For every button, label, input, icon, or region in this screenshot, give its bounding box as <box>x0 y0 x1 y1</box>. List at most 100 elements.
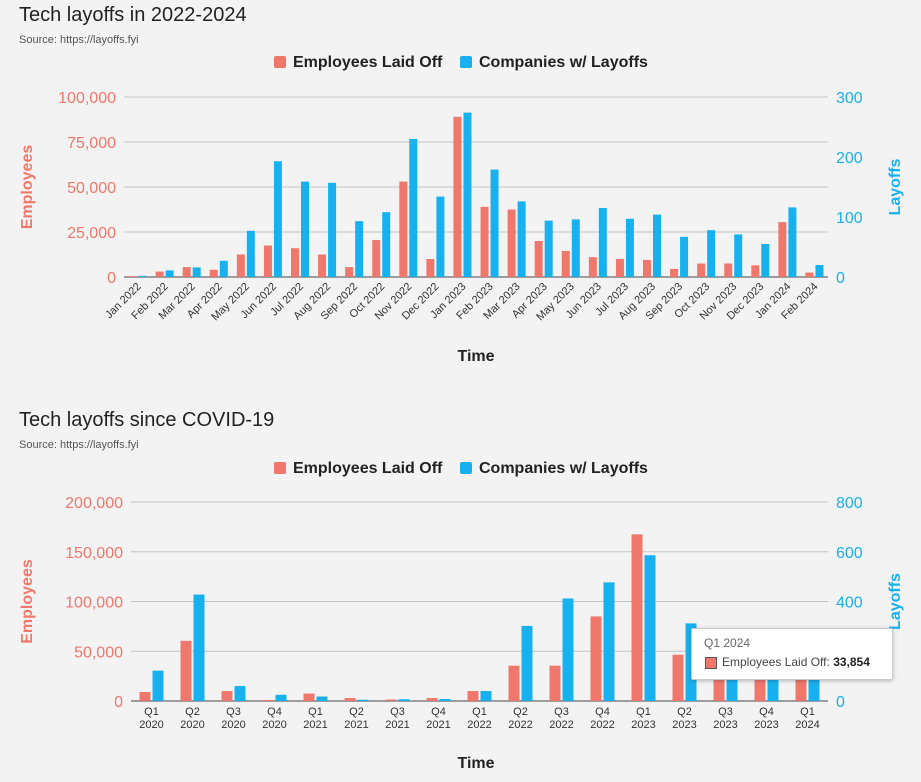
legend-label-companies: Companies w/ Layoffs <box>479 54 648 71</box>
chart-title: Tech layoffs since COVID-19 <box>19 409 275 431</box>
bar-employees <box>399 181 408 277</box>
bar-employees <box>426 259 435 277</box>
bar-employees <box>590 616 602 701</box>
bar-companies <box>436 196 445 277</box>
legend-swatch-companies <box>460 462 472 474</box>
bar-companies <box>357 699 369 701</box>
bar-companies <box>409 139 418 277</box>
bar-employees <box>345 267 354 277</box>
bar-employees <box>508 665 520 701</box>
x-axis-title: Time <box>457 755 494 772</box>
x-tick-label: Q2 <box>349 706 364 718</box>
chart-title: Tech layoffs in 2022-2024 <box>19 4 247 26</box>
y-tick-label-right: 200 <box>836 150 863 167</box>
y-tick-label-left: 75,000 <box>67 135 116 152</box>
x-tick-label: Q1 <box>308 706 323 718</box>
y-tick-label-left: 100,000 <box>58 90 116 107</box>
y-tick-label-right: 600 <box>836 545 863 562</box>
y-tick-label-left: 100,000 <box>65 595 123 612</box>
chart-source: Source: https://layoffs.fyi <box>19 34 139 46</box>
x-tick-label: Q4 <box>431 706 446 718</box>
bar-employees <box>549 665 561 701</box>
bar-employees <box>778 222 787 277</box>
y-axis-title-right: Layoffs <box>887 573 904 630</box>
bar-employees <box>467 691 479 701</box>
y-tick-label-left: 50,000 <box>74 644 123 661</box>
bar-companies <box>625 218 634 277</box>
bar-companies <box>767 663 779 701</box>
y-tick-label-left: 25,000 <box>67 225 116 242</box>
bar-employees <box>670 268 679 277</box>
bar-companies <box>328 182 337 277</box>
legend-label-companies: Companies w/ Layoffs <box>479 460 648 477</box>
x-tick-label: 2023 <box>713 719 737 731</box>
legend-swatch-employees <box>274 56 286 68</box>
x-tick-label: 2020 <box>262 719 286 731</box>
chart-quarterly-layoffs: Tech layoffs since COVID-19 Source: http… <box>0 405 921 782</box>
x-tick-label: Q3 <box>226 706 241 718</box>
bar-employees <box>751 265 760 277</box>
bar-employees <box>155 271 164 277</box>
y-tick-label-left: 0 <box>114 694 123 711</box>
bar-companies <box>193 594 205 701</box>
chart-tooltip: Q1 2024 Employees Laid Off: 33,854 <box>691 628 893 680</box>
bar-companies <box>165 270 174 277</box>
bar-employees <box>754 677 766 701</box>
bar-companies <box>544 220 553 277</box>
bar-companies <box>355 221 364 277</box>
bar-companies <box>398 699 410 701</box>
bar-employees <box>236 254 245 277</box>
bar-employees <box>263 245 272 277</box>
y-tick-label-right: 400 <box>836 595 863 612</box>
y-tick-label-right: 100 <box>836 210 863 227</box>
bar-employees <box>631 534 643 701</box>
bar-companies <box>246 230 255 277</box>
x-tick-label: 2022 <box>549 719 573 731</box>
bar-employees <box>221 691 233 701</box>
bar-companies <box>562 598 574 701</box>
bar-employees <box>672 654 684 701</box>
y-axis-title-left: Employees <box>19 559 36 644</box>
bar-companies <box>788 207 797 277</box>
chart-source: Source: https://layoffs.fyi <box>19 439 139 451</box>
x-tick-label: 2022 <box>508 719 532 731</box>
x-tick-label: 2020 <box>180 719 204 731</box>
bar-companies <box>316 696 328 701</box>
bar-employees <box>507 209 516 277</box>
x-tick-label: Q1 <box>636 706 651 718</box>
bar-employees <box>303 693 315 701</box>
bar-companies <box>761 244 770 277</box>
bar-employees <box>128 276 137 277</box>
x-tick-label: Q1 <box>144 706 159 718</box>
bar-companies <box>463 112 472 277</box>
y-axis-title-left: Employees <box>19 145 36 230</box>
bar-employees <box>344 698 356 701</box>
x-tick-label: Q4 <box>759 706 774 718</box>
x-tick-label: 2022 <box>590 719 614 731</box>
bar-companies <box>273 161 282 277</box>
bar-employees <box>795 667 807 701</box>
x-tick-label: Q4 <box>267 706 282 718</box>
y-tick-label-right: 0 <box>836 270 845 287</box>
bar-companies <box>275 694 287 701</box>
x-tick-label: 2024 <box>795 719 819 731</box>
bar-companies <box>382 212 391 277</box>
bar-companies <box>680 236 689 277</box>
tooltip-title: Q1 2024 <box>704 636 751 650</box>
bar-employees <box>643 259 651 277</box>
tooltip-value: 33,854 <box>833 655 870 669</box>
x-tick-label: Q2 <box>185 706 200 718</box>
bar-companies <box>707 230 716 277</box>
bar-employees <box>372 240 381 277</box>
x-tick-label: 2023 <box>631 719 655 731</box>
bar-companies <box>521 625 533 701</box>
chart-plot-svg: 025,00050,00075,000100,0000100200300Jan … <box>19 54 904 365</box>
bar-employees <box>588 257 597 277</box>
bar-companies <box>439 699 451 701</box>
bar-employees <box>180 640 192 701</box>
bar-companies <box>571 219 580 277</box>
legend-swatch-companies <box>460 56 472 68</box>
tooltip-row: Employees Laid Off: 33,854 <box>722 655 870 669</box>
bar-companies <box>815 265 824 277</box>
x-tick-label: Q3 <box>554 706 569 718</box>
